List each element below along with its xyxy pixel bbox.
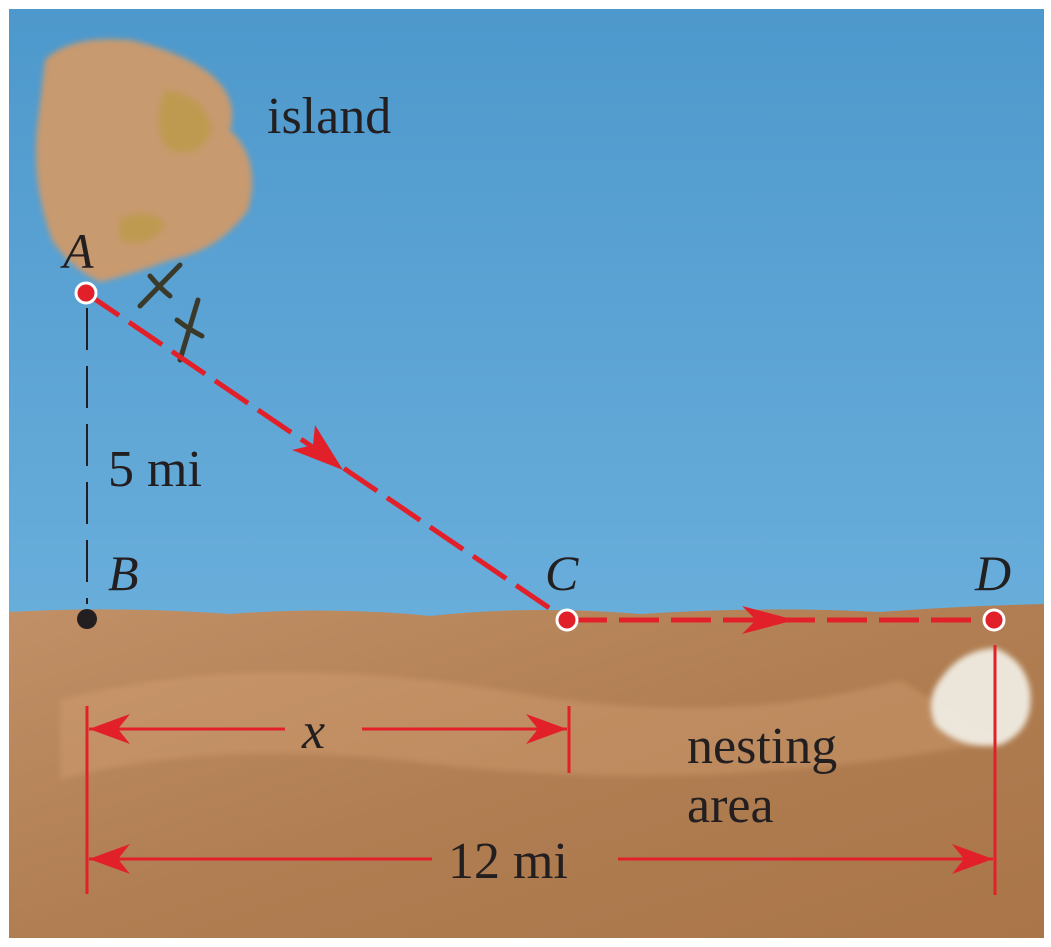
point-d-label: D	[974, 545, 1011, 601]
point-a-label: A	[60, 223, 94, 279]
nesting-label-line2: area	[687, 777, 774, 834]
dist-ab-label: 5 mi	[108, 441, 202, 498]
bd-dim-left-arrowhead	[89, 844, 130, 874]
bd-dim-right-arrowhead	[952, 844, 993, 874]
nesting-label-line1: nesting	[687, 718, 837, 775]
island-rock	[35, 39, 253, 282]
nest-rock	[931, 648, 1031, 746]
island-moss	[120, 90, 212, 243]
bird-icon	[137, 262, 183, 309]
x-dim-right-arrowhead	[526, 714, 567, 744]
dist-bd-label: 12 mi	[448, 833, 568, 890]
land-shading	[60, 672, 1000, 780]
flight-arrow-ac	[292, 425, 343, 470]
x-dim-left-arrowhead	[89, 714, 130, 744]
point-a-marker	[74, 281, 98, 305]
dist-bc-label: x	[301, 703, 325, 760]
point-b-label: B	[108, 545, 139, 601]
island-label: island	[267, 88, 391, 145]
point-b-marker	[77, 609, 97, 629]
bird-icon	[174, 297, 205, 363]
flight-arrow-cd	[742, 606, 795, 634]
point-c-label: C	[545, 545, 579, 601]
point-d-marker	[982, 608, 1006, 632]
point-c-marker	[555, 608, 579, 632]
